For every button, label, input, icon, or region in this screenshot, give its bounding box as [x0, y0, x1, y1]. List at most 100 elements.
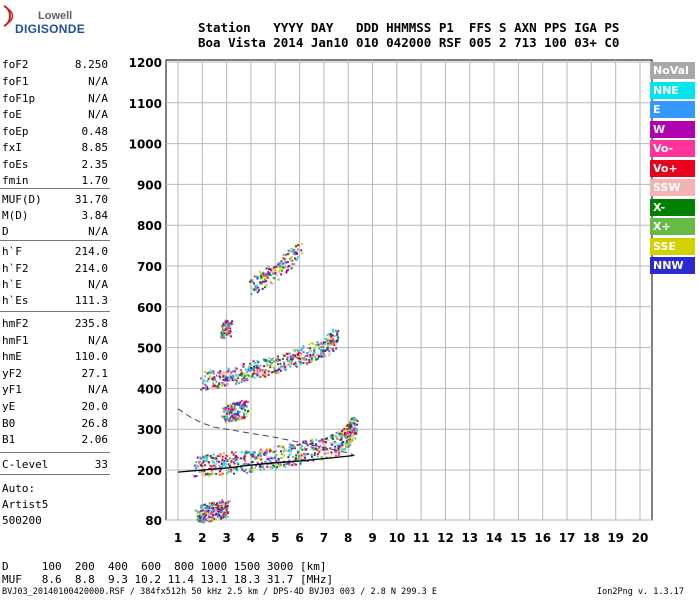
trace-point [353, 424, 356, 427]
trace-point [284, 254, 287, 257]
param-value: 214.0 [74, 245, 108, 258]
trace-point [241, 376, 244, 379]
trace-point [249, 369, 252, 372]
trace-point [304, 448, 307, 451]
trace-point [331, 434, 334, 437]
trace-point [222, 324, 225, 327]
param-label: hmE [2, 350, 22, 363]
trace-point [254, 286, 257, 289]
trace-point [275, 359, 278, 362]
trace-point [249, 365, 252, 368]
trace-point [334, 445, 337, 448]
trace-point [241, 407, 244, 410]
trace-point [341, 430, 344, 433]
trace-point [221, 510, 224, 513]
trace-point [259, 448, 262, 451]
trace-point [232, 418, 235, 421]
trace-point [211, 513, 214, 516]
trace-point [273, 450, 276, 453]
trace-point [196, 515, 199, 518]
trace-point [318, 347, 321, 350]
trace-point [276, 359, 279, 362]
trace-point [293, 459, 296, 462]
trace-point [252, 455, 255, 458]
trace-point [224, 409, 227, 412]
trace-point [226, 454, 229, 457]
trace-point [280, 269, 283, 272]
legend-item-ssw: SSW [650, 179, 695, 196]
trace-point [224, 371, 227, 374]
trace-point [277, 457, 280, 460]
trace-point [253, 457, 256, 460]
trace-point [292, 456, 295, 459]
trace-point [352, 419, 355, 422]
trace-point [230, 419, 233, 422]
param-label: fmin [2, 174, 29, 187]
trace-point [204, 455, 207, 458]
trace-point [281, 263, 284, 266]
trace-point [228, 328, 231, 331]
trace-point [212, 381, 215, 384]
trace-point [254, 284, 257, 287]
trace-point [227, 502, 230, 505]
trace-point [213, 509, 216, 512]
trace-point [255, 284, 258, 287]
param-value: 2.06 [81, 433, 109, 446]
trace-point [211, 516, 214, 519]
trace-point [273, 456, 276, 459]
trace-point [230, 371, 233, 374]
trace-point [303, 447, 306, 450]
trace-point [316, 353, 319, 356]
trace-point [267, 373, 270, 376]
trace-point [227, 369, 230, 372]
trace-point [332, 330, 335, 333]
trace-point [211, 457, 214, 460]
trace-point [228, 333, 231, 336]
ionogram-plot: 1 2 3 4 5 6 7 8 9 10 11 12 13 14 15 16 17 18 19 20802003004… [129, 56, 653, 545]
trace-point [225, 324, 228, 327]
trace-point [310, 342, 313, 345]
trace-point [292, 263, 295, 266]
trace-point [212, 464, 215, 467]
trace-point [265, 451, 268, 454]
param-label: B1 [2, 433, 16, 446]
trace-point [203, 383, 206, 386]
trace-point [221, 415, 224, 418]
trace-point [315, 354, 318, 357]
trace-point [283, 260, 286, 263]
trace-point [326, 333, 329, 336]
trace-point [221, 501, 224, 504]
trace-point [269, 449, 272, 452]
trace-point [342, 440, 345, 443]
trace-point [272, 276, 275, 279]
trace-point [222, 516, 225, 519]
x-tick-label: 15 [510, 531, 527, 545]
trace-point [292, 356, 295, 359]
trace-point [332, 349, 335, 352]
trace-point [240, 400, 243, 403]
trace-point [202, 387, 205, 390]
trace-point [219, 517, 222, 520]
trace-point [271, 270, 274, 273]
trace-point [294, 364, 297, 367]
trace-point [261, 374, 264, 377]
trace-point [196, 465, 199, 468]
trace-point [263, 358, 266, 361]
trace-point [297, 244, 300, 247]
trace-point [277, 368, 280, 371]
trace-point [302, 440, 305, 443]
trace-point [312, 351, 315, 354]
trace-point [220, 372, 223, 375]
trace-point [288, 448, 291, 451]
trace-point [216, 461, 219, 464]
trace-point [228, 417, 231, 420]
trace-point [239, 401, 242, 404]
trace-point [222, 328, 225, 331]
trace-point [212, 384, 215, 387]
trace-point [264, 286, 267, 289]
trace-point [295, 463, 298, 466]
trace-point [222, 515, 225, 518]
trace-point [281, 357, 284, 360]
x-tick-label: 8 [344, 531, 352, 545]
trace-point [285, 271, 288, 274]
